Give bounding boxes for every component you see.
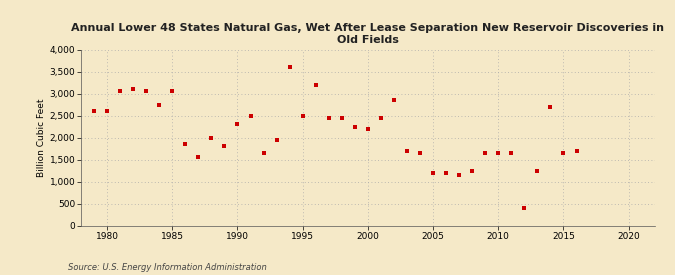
Point (532, 168, 543, 173)
Title: Annual Lower 48 States Natural Gas, Wet After Lease Separation New Reservoir Dis: Annual Lower 48 States Natural Gas, Wet … (72, 23, 664, 45)
Point (232, 122, 243, 127)
Point (102, 109, 113, 113)
Point (141, 89, 152, 94)
Point (480, 151, 491, 155)
Point (506, 151, 517, 155)
Point (323, 116, 334, 120)
Point (336, 116, 347, 120)
Y-axis label: Billion Cubic Feet: Billion Cubic Feet (36, 98, 45, 177)
Text: Source: U.S. Energy Information Administration: Source: U.S. Energy Information Administ… (68, 263, 266, 272)
Point (571, 148, 582, 153)
Point (271, 138, 282, 142)
Point (115, 89, 126, 94)
Point (414, 151, 425, 155)
Point (258, 151, 269, 155)
Point (167, 89, 178, 94)
Point (402, 148, 412, 153)
Point (350, 124, 360, 129)
Point (245, 113, 256, 118)
Point (467, 168, 478, 173)
Point (558, 151, 569, 155)
Point (128, 87, 138, 91)
Point (284, 65, 295, 69)
Point (180, 142, 191, 146)
Point (88, 109, 99, 113)
Point (297, 113, 308, 118)
Point (389, 98, 400, 102)
Point (375, 116, 386, 120)
Point (441, 170, 452, 175)
Point (206, 135, 217, 140)
Point (493, 151, 504, 155)
Point (454, 173, 464, 177)
Point (219, 144, 230, 148)
Point (519, 206, 530, 210)
Point (310, 82, 321, 87)
Point (362, 126, 373, 131)
Point (193, 155, 204, 160)
Point (154, 102, 165, 107)
Point (545, 104, 556, 109)
Point (428, 170, 439, 175)
